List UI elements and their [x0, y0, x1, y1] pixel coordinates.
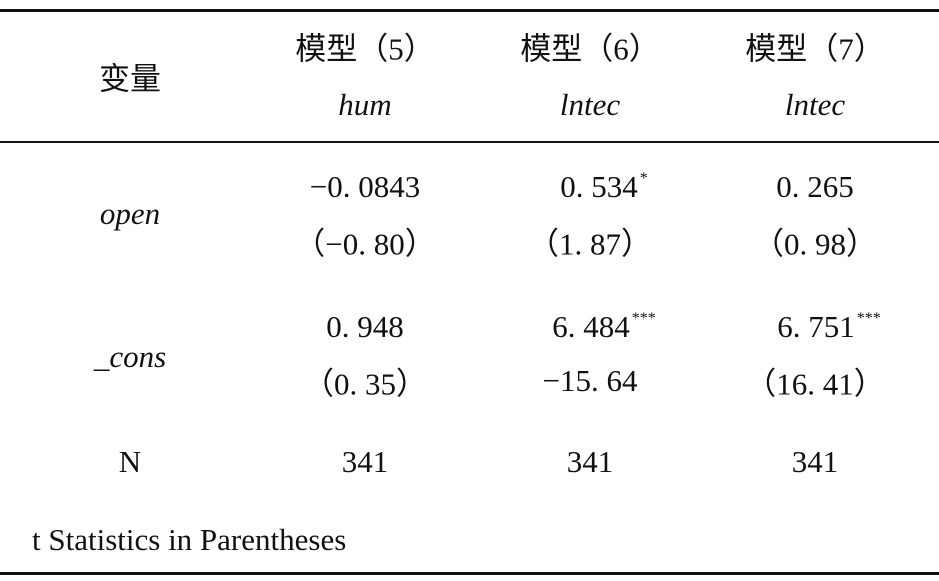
observations: 341 [341, 444, 389, 479]
footnote: t Statistics in Parentheses [32, 522, 347, 557]
dependent-variable: lntec [559, 87, 621, 122]
coefficient: 0. 948 [326, 309, 404, 344]
dependent-variable: lntec [784, 87, 846, 122]
coefficient: 6. 484 *** [552, 309, 656, 344]
mid-rule [0, 141, 939, 143]
coefficient: 0. 534 * [560, 169, 648, 204]
observations: 341 [791, 444, 839, 479]
row-label: _cons [93, 339, 167, 374]
coefficient: −0. 0843 [309, 169, 421, 204]
coefficient: 0. 265 [776, 169, 854, 204]
t-statistic: （0. 35） [303, 366, 427, 402]
row-label: N [118, 444, 142, 479]
coefficient: 6. 751 *** [777, 309, 881, 344]
t-statistic: （0. 98） [753, 226, 877, 262]
observations: 341 [566, 444, 614, 479]
t-statistic: （16. 41） [745, 366, 885, 402]
row-label: open [99, 196, 161, 231]
top-rule [0, 9, 939, 12]
t-statistic: −15. 64 [542, 363, 638, 398]
significance-stars: *** [631, 310, 656, 327]
bottom-rule [0, 572, 939, 575]
model-name: 模型（6） [520, 31, 660, 67]
t-statistic: （−0. 80） [294, 226, 436, 262]
t-statistic: （1. 87） [528, 226, 652, 262]
model-name: 模型（5） [295, 31, 435, 67]
model-name: 模型（7） [745, 31, 885, 67]
variable-header: 变量 [99, 61, 161, 97]
significance-stars: * [639, 170, 648, 187]
significance-stars: *** [856, 310, 881, 327]
dependent-variable: hum [338, 87, 392, 122]
